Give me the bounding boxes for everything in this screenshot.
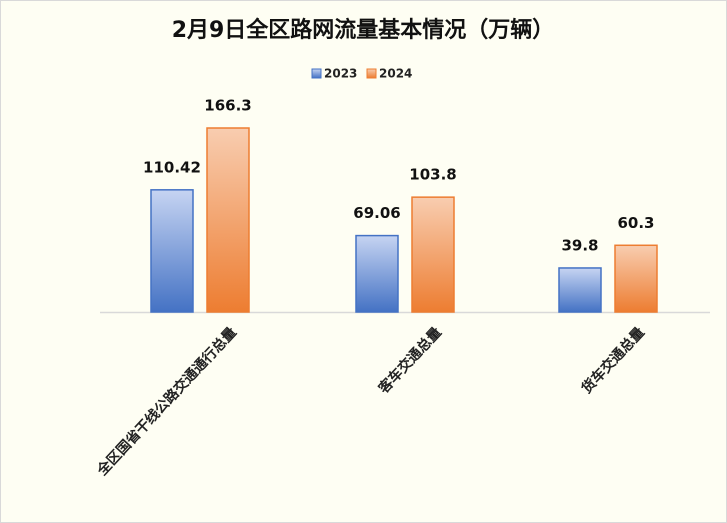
- data-label: 166.3: [204, 97, 251, 115]
- bar: [355, 234, 399, 313]
- bar: [411, 196, 455, 313]
- legend-label: 2023: [324, 67, 357, 81]
- data-label: 69.06: [353, 204, 400, 222]
- legend-swatch: [366, 68, 377, 79]
- bar: [614, 244, 658, 313]
- data-label: 110.42: [143, 158, 201, 176]
- data-label: 60.3: [617, 214, 654, 232]
- bar: [150, 189, 194, 313]
- legend-label: 2024: [379, 67, 412, 81]
- bar: [206, 127, 250, 313]
- data-label: 39.8: [561, 236, 598, 254]
- data-label: 103.8: [409, 166, 456, 184]
- bar: [558, 267, 602, 313]
- chart-title: 2月9日全区路网流量基本情况（万辆）: [172, 17, 555, 43]
- legend-swatch: [311, 68, 322, 79]
